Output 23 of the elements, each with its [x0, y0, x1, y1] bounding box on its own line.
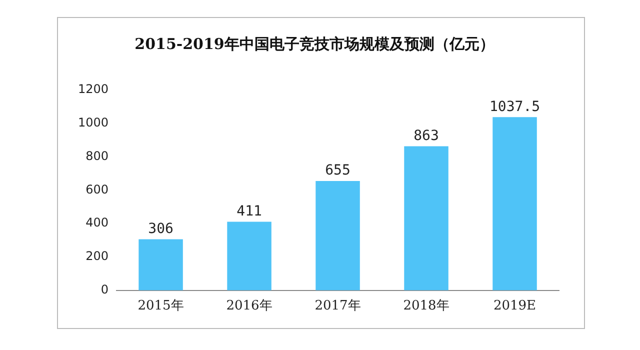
- bar: [138, 239, 183, 290]
- bar: [404, 146, 448, 290]
- bar: [492, 117, 537, 290]
- bar: [316, 181, 360, 290]
- chart-title: 2015-2019年中国电子竞技市场规模及预测（亿元）: [134, 34, 494, 53]
- x-tick-label: 2016年: [226, 298, 272, 314]
- data-label: 655: [325, 162, 350, 179]
- x-tick-label: 2017年: [314, 298, 361, 314]
- x-tick-label: 2019E: [493, 298, 536, 314]
- data-label: 306: [148, 220, 174, 237]
- y-tick-label: 0: [100, 282, 109, 297]
- y-tick-label: 400: [86, 216, 109, 230]
- x-tick-label: 2015年: [138, 298, 184, 314]
- y-tick-label: 800: [86, 148, 109, 163]
- y-tick-label: 1000: [78, 116, 109, 130]
- y-tick-label: 600: [86, 182, 109, 196]
- data-label: 863: [414, 128, 439, 144]
- y-tick-label: 200: [86, 249, 109, 264]
- y-tick-label: 1200: [78, 82, 109, 96]
- x-tick-label: 2018年: [403, 298, 450, 314]
- data-label: 411: [236, 203, 262, 220]
- data-label: 1037.5: [489, 98, 540, 115]
- bar: [227, 222, 272, 290]
